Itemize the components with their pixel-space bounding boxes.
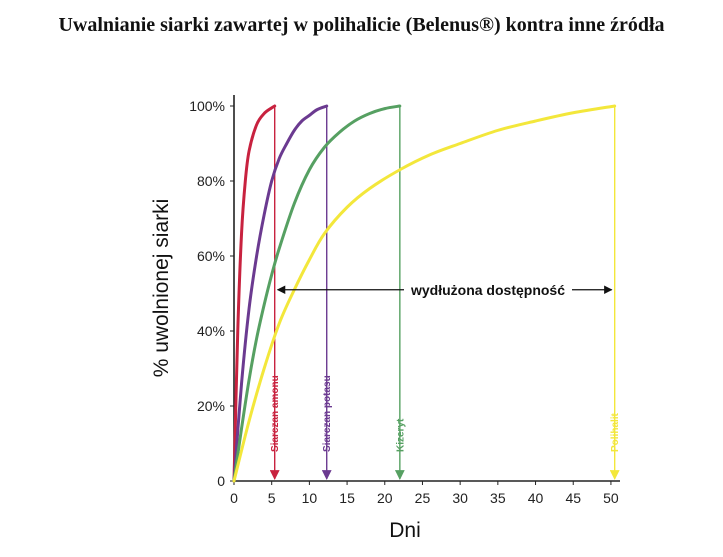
- source-marker-label: Polihalit: [610, 412, 621, 452]
- y-axis-title: % uwolnionej siarki: [150, 199, 173, 378]
- x-tick-label: 35: [490, 490, 506, 506]
- chart-axes: [233, 95, 620, 482]
- x-tick-label: 10: [302, 490, 318, 506]
- x-tick-label: 0: [230, 490, 238, 506]
- annotation-label: wydłużona dostępność: [410, 282, 565, 298]
- y-tick-label: 40%: [197, 323, 225, 339]
- y-tick-label: 100%: [189, 98, 225, 114]
- chart-series: [232, 104, 617, 483]
- source-marker-label: Siarczan amonu: [270, 375, 281, 452]
- series-line: [232, 104, 617, 483]
- x-axis-title: Dni: [389, 519, 421, 542]
- x-tick-label: 45: [565, 490, 581, 506]
- page-title: Uwalnianie siarki zawartej w polihalicie…: [58, 14, 665, 36]
- x-tick-label: 50: [603, 490, 619, 506]
- x-tick-label: 25: [415, 490, 431, 506]
- series-line: [232, 104, 329, 483]
- availability-annotation: wydłużona dostępność: [276, 282, 613, 298]
- x-tick-label: 30: [452, 490, 468, 506]
- source-marker-label: Siarczan potasu: [322, 375, 333, 452]
- y-tick-label: 80%: [197, 173, 225, 189]
- y-tick-label: 0: [217, 473, 225, 489]
- y-tick-label: 60%: [197, 248, 225, 264]
- y-tick-label: 20%: [197, 398, 225, 414]
- x-tick-label: 40: [528, 490, 544, 506]
- x-tick-label: 15: [339, 490, 355, 506]
- source-marker-label: Kizeryt: [395, 418, 406, 452]
- x-tick-label: 20: [377, 490, 393, 506]
- x-tick-label: 5: [268, 490, 276, 506]
- chart-ticks: 0 5 10 15 20 25 30 35 40 45 50 0 20% 40% 60% 80% 100%: [189, 98, 619, 506]
- series-line: [232, 104, 277, 483]
- series-line: [232, 104, 402, 483]
